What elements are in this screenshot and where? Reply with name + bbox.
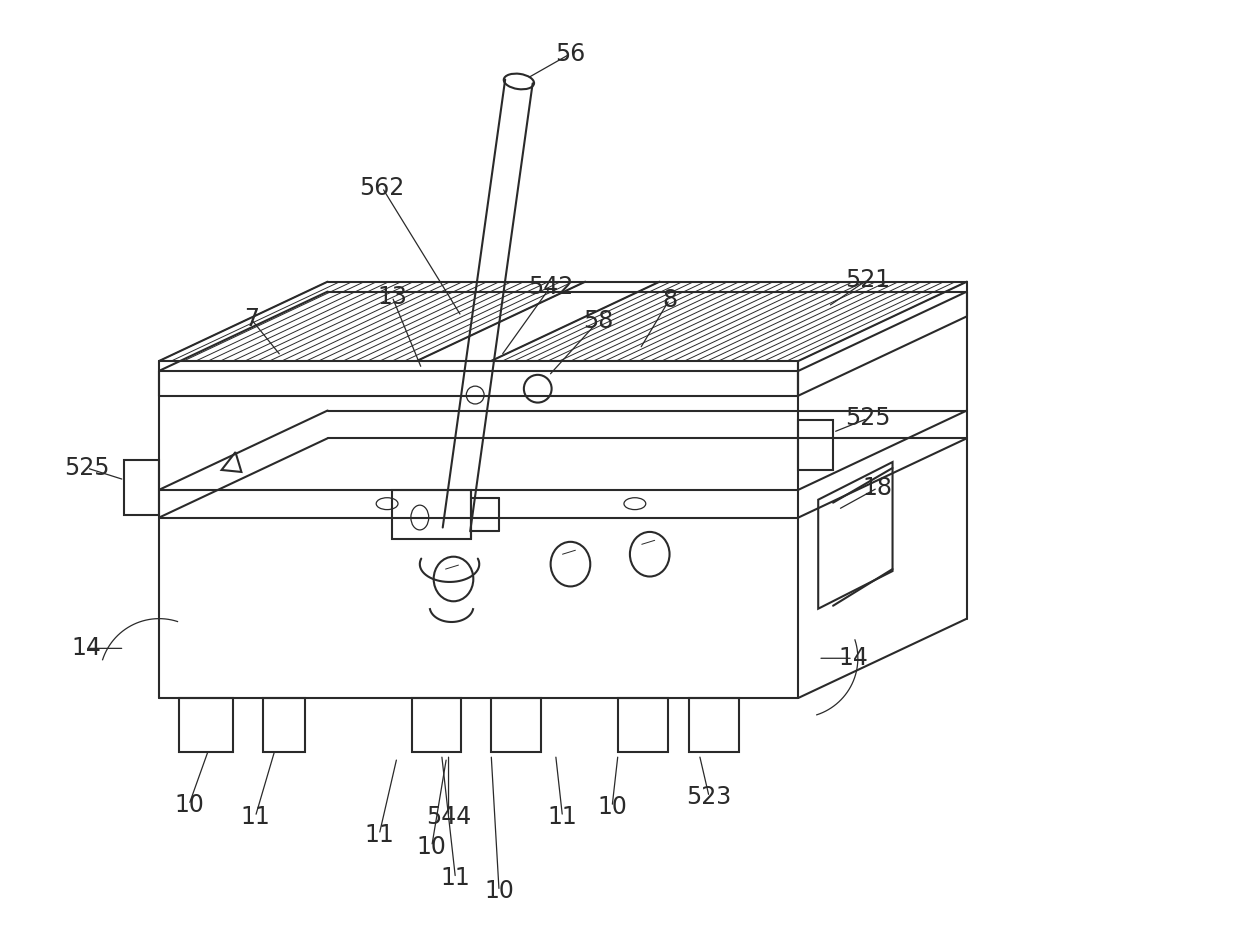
Text: 13: 13 [377,285,406,309]
Text: 10: 10 [484,879,514,903]
Bar [263,698,305,752]
Bar [411,698,461,752]
Text: 11: 11 [240,805,270,829]
Bar [491,698,540,752]
Ellipse shape [434,557,473,601]
Text: 7: 7 [244,307,259,331]
Text: 14: 14 [72,636,102,661]
Bar [798,421,833,470]
Text: 56: 56 [555,42,586,65]
Text: 521: 521 [845,268,891,292]
Text: 11: 11 [364,823,394,846]
Text: 10: 10 [173,793,204,817]
Ellipse shape [624,497,646,509]
Text: 525: 525 [845,407,891,430]
Text: 542: 542 [528,274,574,299]
Ellipse shape [411,505,429,530]
Ellipse shape [504,74,534,90]
Text: 58: 58 [584,310,613,333]
Text: 11: 11 [441,866,471,890]
Circle shape [466,386,484,404]
Text: 525: 525 [64,456,109,480]
Ellipse shape [629,532,669,577]
Ellipse shape [377,497,398,509]
Bar [124,460,159,515]
Text: 14: 14 [838,647,867,670]
Text: 18: 18 [862,476,892,500]
Text: 562: 562 [359,175,405,200]
Text: 10: 10 [416,835,446,858]
Text: 11: 11 [548,805,577,829]
Text: 8: 8 [662,287,676,312]
Bar [178,698,233,752]
Text: 10: 10 [597,795,627,819]
Bar [618,698,668,752]
Text: 544: 544 [426,805,471,829]
Ellipse shape [550,542,590,587]
Bar [689,698,738,752]
Text: 523: 523 [686,785,732,809]
Circle shape [524,375,551,402]
Bar [392,490,471,539]
